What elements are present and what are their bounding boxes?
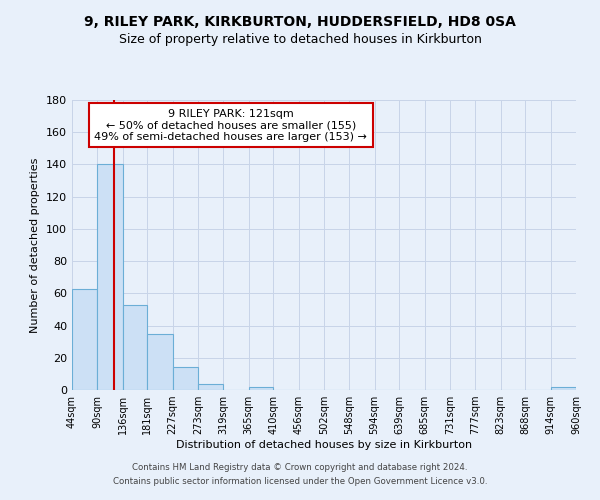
Text: 9 RILEY PARK: 121sqm
← 50% of detached houses are smaller (155)
49% of semi-deta: 9 RILEY PARK: 121sqm ← 50% of detached h… — [94, 108, 367, 142]
Bar — [173, 368, 198, 390]
Bar — [551, 387, 576, 390]
Bar — [72, 288, 97, 390]
Text: Size of property relative to detached houses in Kirkburton: Size of property relative to detached ho… — [119, 32, 481, 46]
Text: Contains HM Land Registry data © Crown copyright and database right 2024.: Contains HM Land Registry data © Crown c… — [132, 464, 468, 472]
Bar — [148, 334, 173, 390]
Bar — [97, 164, 122, 390]
Bar — [198, 384, 223, 390]
Text: Contains public sector information licensed under the Open Government Licence v3: Contains public sector information licen… — [113, 477, 487, 486]
Text: 9, RILEY PARK, KIRKBURTON, HUDDERSFIELD, HD8 0SA: 9, RILEY PARK, KIRKBURTON, HUDDERSFIELD,… — [84, 15, 516, 29]
X-axis label: Distribution of detached houses by size in Kirkburton: Distribution of detached houses by size … — [176, 440, 472, 450]
Bar — [248, 387, 274, 390]
Y-axis label: Number of detached properties: Number of detached properties — [31, 158, 40, 332]
Bar — [122, 304, 148, 390]
